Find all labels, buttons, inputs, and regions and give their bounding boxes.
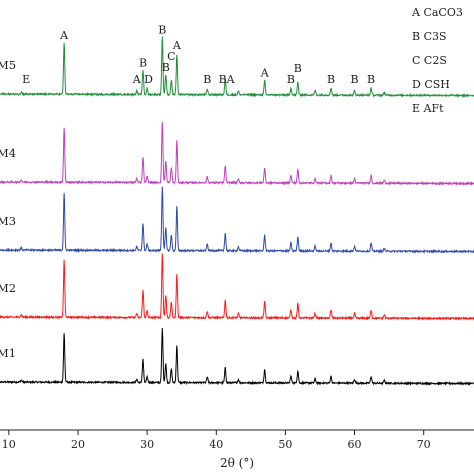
x-tick-label-70: 70: [417, 438, 431, 451]
legend-entry-e: E AFt: [412, 102, 444, 115]
peak-label-10: BA: [219, 73, 236, 86]
peak-label-3: B: [139, 57, 147, 70]
legend: A CaCO3 B C3S C C2S D CSH E AFt: [411, 6, 463, 115]
peak-label-12: B: [287, 73, 295, 86]
legend-entry-c: C C2S: [412, 54, 447, 67]
series-line-m4: [0, 121, 474, 187]
peak-label-2: A: [132, 73, 142, 86]
x-axis-label: 2θ (°): [220, 456, 254, 470]
peak-label-7: C: [167, 50, 175, 63]
x-axis-ticks: 10 20 30 40 50 60 70: [2, 430, 431, 451]
series-line-m3: [0, 186, 474, 254]
x-axis: 10 20 30 40 50 60 70 2θ (°): [0, 429, 474, 470]
peak-label-6: B: [162, 61, 170, 74]
peak-label-13: B: [294, 62, 302, 75]
legend-entry-d: D CSH: [412, 78, 450, 91]
series-label-m4: M4: [0, 146, 16, 160]
x-tick-label-10: 10: [2, 438, 16, 451]
peak-label-14: B: [327, 73, 335, 86]
series-layer: M1 M2 M3 M4 M5: [0, 36, 474, 387]
series-label-m2: M2: [0, 281, 16, 295]
peak-label-8: A: [172, 39, 182, 52]
peak-label-11: A: [260, 67, 270, 80]
x-tick-label-60: 60: [348, 438, 362, 451]
series-line-m1: [0, 327, 474, 387]
series-label-m3: M3: [0, 214, 16, 228]
x-tick-label-30: 30: [140, 438, 154, 451]
peak-label-9: B: [203, 73, 211, 86]
peak-label-0: E: [22, 73, 30, 86]
legend-entry-a: A CaCO3: [411, 6, 463, 19]
peak-label-4: D: [144, 73, 153, 86]
peak-label-1: A: [59, 29, 69, 42]
peak-label-16: B: [367, 73, 375, 86]
x-tick-label-50: 50: [278, 438, 292, 451]
peak-label-15: B: [350, 73, 358, 86]
series-line-m5: [0, 36, 474, 98]
series-line-m2: [0, 253, 474, 321]
x-tick-label-20: 20: [71, 438, 85, 451]
legend-entry-b: B C3S: [412, 30, 447, 43]
series-label-m1: M1: [0, 346, 16, 360]
peak-label-5: B: [158, 23, 166, 36]
x-tick-label-40: 40: [209, 438, 223, 451]
series-label-m5: M5: [0, 58, 16, 72]
